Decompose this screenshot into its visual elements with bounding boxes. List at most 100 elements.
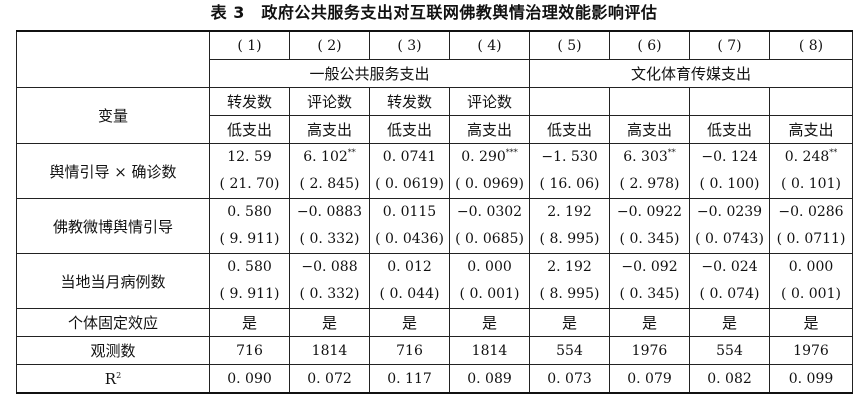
spend-level-cell: 低支出 — [689, 115, 770, 144]
coef-value: 12. 59 — [227, 149, 272, 165]
observations-row: 观测数 716 1814 716 1814 554 1976 554 1976 — [16, 336, 853, 365]
dep-var-cell — [529, 87, 610, 116]
std-error: ( 2. 978) — [619, 176, 680, 192]
dep-var-cell: 转发数 — [209, 87, 290, 116]
value-cell: 554 — [529, 336, 610, 365]
dep-var-cell: 评论数 — [449, 87, 530, 116]
row-label: 观测数 — [16, 336, 210, 365]
spend-level-cell: 高支出 — [449, 115, 530, 144]
col-number: ( 7) — [689, 30, 770, 60]
row-label: 佛教微博舆情引导 — [16, 198, 210, 254]
std-error: ( 0. 074) — [699, 286, 760, 302]
significance-stars: *** — [505, 148, 518, 157]
row-label-text: R — [104, 369, 117, 388]
coef-cell: 0. 580 ( 9. 911) — [209, 198, 290, 254]
coef-value: 0. 580 — [227, 259, 272, 275]
spend-level-cell: 低支出 — [209, 115, 290, 144]
coef-cell: −0. 0286 ( 0. 0711) — [769, 198, 853, 254]
std-error: ( 0. 345) — [619, 286, 680, 302]
value-cell: 0. 079 — [609, 364, 690, 394]
dep-var-cell — [769, 87, 853, 116]
row-label: 个体固定效应 — [16, 308, 210, 337]
coef-value: −0. 0922 — [616, 204, 683, 220]
coef-value: 6. 303 — [623, 149, 668, 165]
std-error: ( 0. 0743) — [695, 231, 764, 247]
value-cell: 是 — [529, 308, 610, 337]
std-error: ( 2. 845) — [299, 176, 360, 192]
value-cell: 是 — [369, 308, 450, 337]
row-label: R2 — [16, 364, 210, 394]
coef-value: 0. 012 — [387, 259, 432, 275]
row-label-text: 个体固定效应 — [67, 314, 158, 332]
coef-cell: −0. 092 ( 0. 345) — [609, 253, 690, 309]
coef-value: 2. 192 — [547, 259, 592, 275]
std-error: ( 9. 911) — [219, 231, 280, 247]
coef-value: 0. 000 — [788, 259, 834, 275]
std-error: ( 0. 001) — [459, 286, 520, 302]
coef-value: 0. 248 — [784, 149, 830, 165]
coef-cell: −0. 024 ( 0. 074) — [689, 253, 770, 309]
coef-value: −0. 124 — [701, 149, 758, 165]
coef-row: 舆情引导 × 确诊数 12. 59( 21. 70) 6. 102**( 2. 84… — [16, 143, 853, 199]
coef-cell: 12. 59 ( 21. 70) — [209, 143, 290, 199]
group-header-general-services: 一般公共服务支出 — [209, 59, 530, 88]
coef-value: 0. 290 — [461, 149, 506, 165]
col-number: ( 6) — [609, 30, 690, 60]
coef-cell: 0. 0741 ( 0. 0619) — [369, 143, 450, 199]
std-error: ( 21. 70) — [219, 176, 280, 192]
value-cell: 0. 090 — [209, 364, 290, 394]
col-number: ( 5) — [529, 30, 610, 60]
value-cell: 716 — [369, 336, 450, 365]
coef-cell: 2. 192 ( 8. 995) — [529, 253, 610, 309]
value-cell: 1976 — [769, 336, 853, 365]
value-cell: 1976 — [609, 336, 690, 365]
significance-stars: ** — [347, 148, 356, 157]
col-number: ( 4) — [449, 30, 530, 60]
std-error: ( 8. 995) — [539, 231, 600, 247]
coef-value: 0. 0741 — [382, 149, 437, 165]
col-number: ( 3) — [369, 30, 450, 60]
value-cell: 是 — [289, 308, 370, 337]
variable-header: 变量 — [16, 87, 210, 144]
spend-level-cell: 高支出 — [769, 115, 853, 144]
coef-cell: −0. 0239 ( 0. 0743) — [689, 198, 770, 254]
corner-cell — [16, 30, 210, 88]
value-cell: 554 — [689, 336, 770, 365]
coef-cell: 0. 0115 ( 0. 0436) — [369, 198, 450, 254]
col-number: ( 8) — [769, 30, 853, 60]
value-cell: 是 — [769, 308, 853, 337]
std-error: ( 9. 911) — [219, 286, 280, 302]
value-cell: 0. 082 — [689, 364, 770, 394]
std-error: ( 0. 332) — [299, 286, 360, 302]
coef-cell: 6. 102** ( 2. 845) — [289, 143, 370, 199]
coef-cell: −0. 124 ( 0. 100) — [689, 143, 770, 199]
std-error: ( 8. 995) — [539, 286, 600, 302]
spend-level-cell: 低支出 — [369, 115, 450, 144]
r-squared-row: R2 0. 090 0. 072 0. 117 0. 089 0. 073 0. 079 0.… — [16, 364, 853, 394]
value-cell: 是 — [449, 308, 530, 337]
coef-value: −0. 0883 — [296, 204, 363, 220]
value-cell: 0. 099 — [769, 364, 853, 394]
coef-value: −0. 024 — [701, 259, 758, 275]
coef-value: 0. 0115 — [382, 204, 437, 220]
value-cell: 1814 — [449, 336, 530, 365]
value-cell: 0. 089 — [449, 364, 530, 394]
value-cell: 1814 — [289, 336, 370, 365]
std-error: ( 0. 0711) — [776, 231, 846, 247]
value-cell: 是 — [209, 308, 290, 337]
coef-row: 佛教微博舆情引导 0. 580 ( 9. 911) −0. 0883 ( 0. 332)… — [16, 198, 853, 254]
coef-value: −0. 0302 — [456, 204, 523, 220]
dep-var-cell — [609, 87, 690, 116]
value-cell: 716 — [209, 336, 290, 365]
dep-var-cell: 评论数 — [289, 87, 370, 116]
std-error: ( 0. 0619) — [375, 176, 444, 192]
col-number: ( 2) — [289, 30, 370, 60]
std-error: ( 0. 0969) — [455, 176, 524, 192]
coef-value: −0. 092 — [621, 259, 678, 275]
value-cell: 是 — [689, 308, 770, 337]
coef-cell: 0. 248** ( 0. 101) — [769, 143, 853, 199]
spend-level-cell: 高支出 — [609, 115, 690, 144]
table-title: 表 3 政府公共服务支出对互联网佛教舆情治理效能影响评估 — [210, 3, 658, 22]
std-error: ( 0. 044) — [379, 286, 440, 302]
coef-cell: 0. 000 ( 0. 001) — [769, 253, 853, 309]
